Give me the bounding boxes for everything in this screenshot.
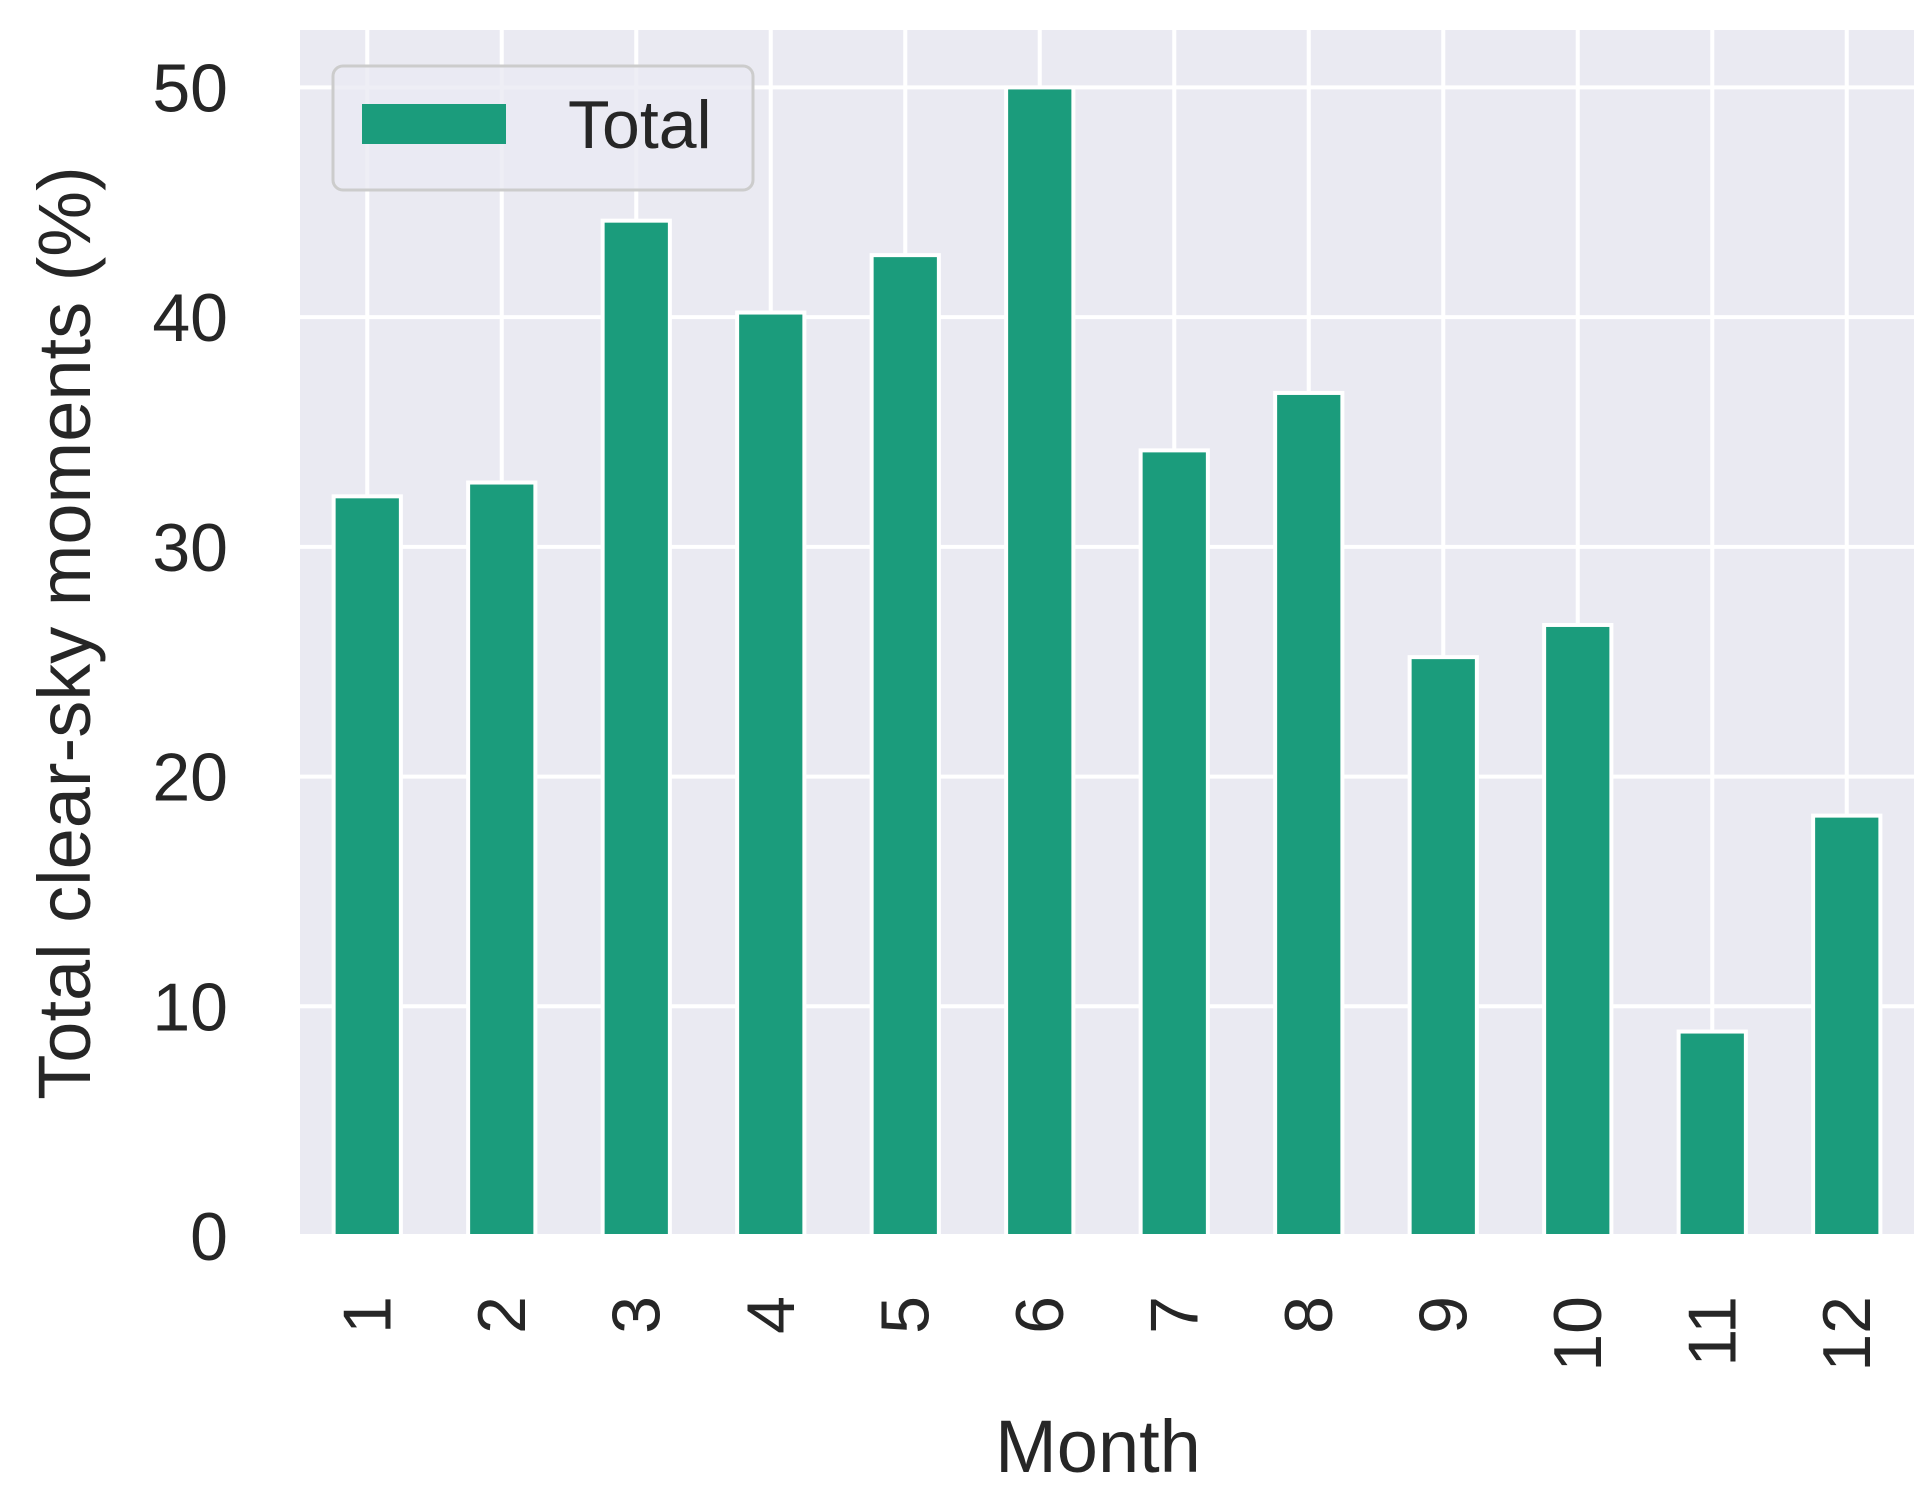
x-tick-labels: 1 2 3 4 5 6 7 8 9 10 11 12	[329, 1296, 1885, 1372]
x-tick-label: 12	[1809, 1296, 1885, 1372]
bar-month-6	[1004, 85, 1076, 1238]
bar-month-11	[1676, 1029, 1748, 1239]
bar-month-3	[600, 218, 672, 1239]
x-tick-label: 10	[1540, 1296, 1616, 1372]
legend-label: Total	[568, 87, 712, 163]
y-tick-label: 40	[152, 280, 228, 356]
x-tick-label: 3	[598, 1296, 674, 1334]
x-tick-label: 8	[1271, 1296, 1347, 1334]
y-tick-label: 20	[152, 740, 228, 816]
legend-box	[331, 64, 755, 192]
y-tick-label: 50	[152, 50, 228, 126]
y-tick-label: 10	[152, 969, 228, 1045]
x-tick-label: 4	[733, 1296, 809, 1334]
x-tick-label: 6	[1002, 1296, 1078, 1334]
legend: Total	[331, 64, 755, 192]
x-tick-label: 1	[329, 1296, 405, 1334]
y-tick-label: 0	[190, 1199, 228, 1275]
y-tick-labels: 0 10 20 30 40 50	[152, 50, 228, 1275]
y-tick-label: 30	[152, 510, 228, 586]
bar-month-12	[1811, 813, 1883, 1238]
x-tick-label: 2	[464, 1296, 540, 1334]
bar-month-7	[1138, 448, 1210, 1238]
bar-month-9	[1407, 655, 1479, 1238]
bar-month-10	[1542, 622, 1614, 1238]
x-tick-label: 9	[1405, 1296, 1481, 1334]
plot-area	[300, 30, 1914, 1236]
bars	[331, 85, 1883, 1239]
y-axis-label: Total clear-sky moments (%)	[23, 166, 106, 1099]
bar-month-4	[735, 310, 807, 1238]
bar-month-1	[331, 494, 403, 1238]
x-tick-label: 11	[1674, 1296, 1750, 1367]
bar-month-5	[869, 253, 941, 1238]
x-tick-label: 7	[1136, 1296, 1212, 1334]
x-axis-label: Month	[995, 1405, 1201, 1488]
bar-month-8	[1273, 390, 1345, 1239]
x-tick-label: 5	[867, 1296, 943, 1334]
bar-month-2	[466, 480, 538, 1238]
legend-swatch	[362, 104, 506, 144]
